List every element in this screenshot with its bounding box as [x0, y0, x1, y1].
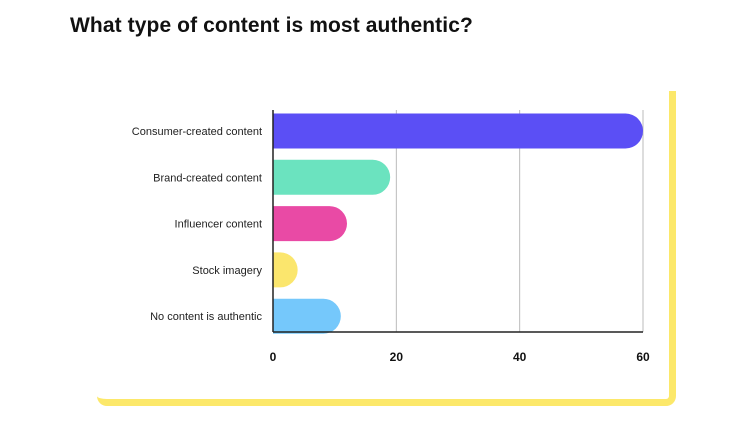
category-label: Influencer content [175, 219, 262, 231]
axes [272, 110, 643, 333]
bar-brand-created-content [273, 159, 391, 195]
x-tick-label: 40 [513, 350, 527, 364]
bars [273, 113, 643, 334]
bar-consumer-created-content [273, 113, 643, 149]
category-label: Brand-created content [153, 172, 262, 184]
bar-no-content-is-authentic [273, 298, 341, 334]
x-tick-label: 0 [270, 350, 277, 364]
tick-labels: 0 20 40 60 [270, 350, 650, 364]
category-label: Consumer-created content [132, 126, 262, 138]
x-tick-label: 20 [390, 350, 404, 364]
chart-title: What type of content is most authentic? [70, 14, 473, 37]
category-label: Stock imagery [192, 265, 262, 277]
accent-card-border [97, 91, 676, 406]
bar-influencer-content [273, 206, 347, 242]
category-label: No content is authentic [150, 311, 262, 323]
bar-stock-imagery [273, 252, 298, 288]
x-tick-label: 60 [636, 350, 650, 364]
category-labels: Consumer-created content Brand-created co… [132, 126, 263, 323]
